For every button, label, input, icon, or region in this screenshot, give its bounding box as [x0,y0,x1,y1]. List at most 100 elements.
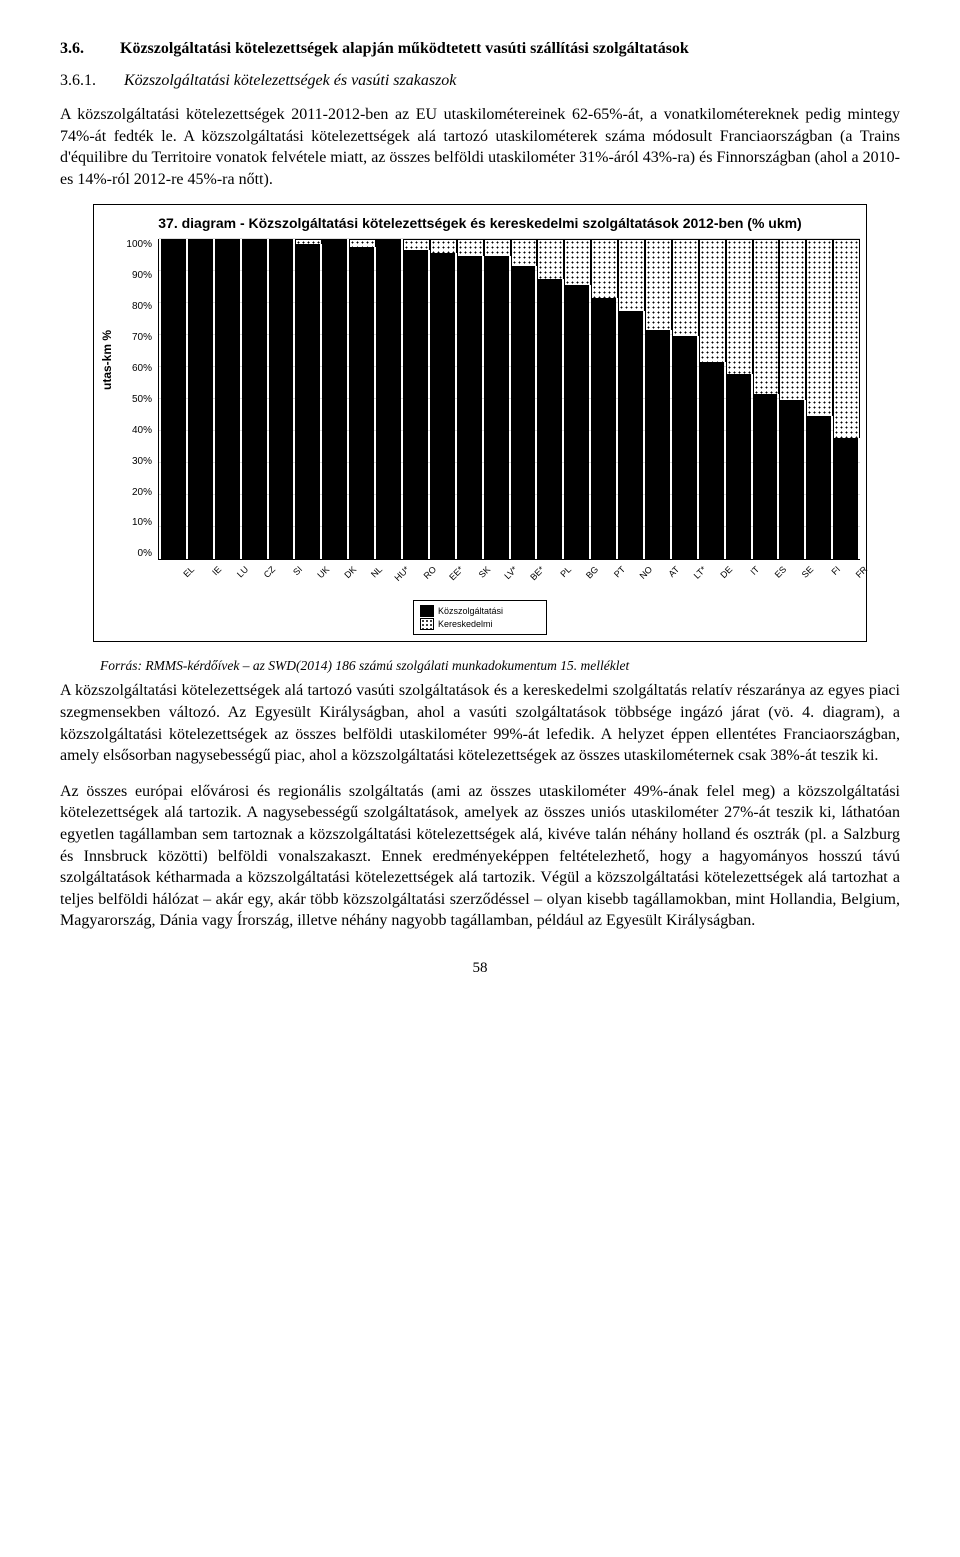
bar-segment-pso [161,239,186,559]
bar-segment-commercial [537,239,564,278]
bar-segment-pso [376,239,401,559]
bar-column [295,239,320,559]
subsection-number: 3.6.1. [60,72,120,90]
bar-segment-commercial [833,239,860,438]
bar-column [699,239,724,559]
y-tick: 90% [118,270,152,281]
bar-segment-pso [726,374,751,559]
y-tick: 70% [118,332,152,343]
bar-segment-commercial [618,239,645,310]
y-tick: 10% [118,517,152,528]
bar-column [564,239,589,559]
y-tick: 0% [118,548,152,559]
chart-source: Forrás: RMMS-kérdőívek – az SWD(2014) 18… [100,658,900,674]
bar-segment-pso [537,279,562,560]
bar-segment-pso [672,336,697,559]
subsection-title: Közszolgáltatási kötelezettségek és vasú… [124,72,456,89]
bar-column [322,239,347,559]
chart-y-axis-label: utas-km % [100,239,118,560]
bar-segment-pso [349,247,374,560]
bar-column [537,239,562,559]
bar-segment-commercial [430,239,457,253]
bar-segment-pso [806,416,831,560]
bar-segment-pso [753,394,778,560]
bar-column [484,239,509,559]
paragraph-1: A közszolgáltatási kötelezettségek 2011-… [60,104,900,190]
bar-column [188,239,213,559]
bar-segment-pso [295,244,320,560]
chart-legend: Közszolgáltatási Kereskedelmi [413,600,547,635]
bar-column [403,239,428,559]
bar-column [242,239,267,559]
chart-37: 37. diagram - Közszolgáltatási kötelezet… [93,204,867,642]
bar-segment-commercial [591,239,618,297]
section-number: 3.6. [60,40,120,58]
bar-segment-commercial [726,239,753,374]
y-tick: 100% [118,239,152,250]
bar-column [349,239,374,559]
bar-segment-pso [269,239,294,559]
chart-y-axis-ticks: 100% 90% 80% 70% 60% 50% 40% 30% 20% 10% 0% [118,239,158,559]
bar-segment-commercial [484,239,511,256]
bar-segment-pso [484,256,509,559]
page-number: 58 [60,960,900,977]
bar-segment-commercial [457,239,484,256]
bar-column [779,239,804,559]
legend-label-com: Kereskedelmi [438,619,493,629]
bar-segment-commercial [806,239,833,415]
bar-segment-pso [511,266,536,559]
chart-title: 37. diagram - Közszolgáltatási kötelezet… [100,215,860,231]
bar-column [645,239,670,559]
bar-segment-pso [403,250,428,559]
y-tick: 80% [118,301,152,312]
bar-segment-commercial [672,239,699,336]
bar-segment-commercial [349,239,376,246]
chart-body: utas-km % 100%90%80%70%60%50%40%30%20%10… [100,239,860,560]
bar-segment-commercial [753,239,780,393]
bar-segment-commercial [403,239,430,250]
x-tick-label: FR [840,560,882,602]
bar-column [672,239,697,559]
bar-column [215,239,240,559]
legend-row-pso: Közszolgáltatási [420,605,540,617]
bar-segment-pso [833,438,858,559]
bar-segment-pso [242,239,267,559]
bar-column [833,239,858,559]
y-tick: 60% [118,363,152,374]
chart-x-axis-labels: ELIELUCZSIUKDKNLHU*ROEE*SKLV*BE*PLBGPTNO… [158,560,860,594]
bar-segment-pso [618,311,643,560]
bar-segment-commercial [564,239,591,285]
bar-column [457,239,482,559]
bar-segment-pso [188,239,213,559]
legend-row-com: Kereskedelmi [420,618,540,630]
bar-segment-commercial [779,239,806,400]
bar-segment-commercial [511,239,538,266]
paragraph-3: Az összes európai elővárosi és regionáli… [60,781,900,932]
bar-segment-pso [779,400,804,560]
bar-segment-pso [430,253,455,559]
y-tick: 40% [118,425,152,436]
legend-label-pso: Közszolgáltatási [438,606,503,616]
chart-plot-area [158,239,860,560]
y-tick: 20% [118,487,152,498]
paragraph-2: A közszolgáltatási kötelezettségek alá t… [60,680,900,766]
bar-column [726,239,751,559]
section-heading: 3.6. Közszolgáltatási kötelezettségek al… [60,40,900,58]
bar-segment-pso [215,239,240,559]
bar-column [161,239,186,559]
section-title: Közszolgáltatási kötelezettségek alapján… [120,40,689,58]
subsection-heading: 3.6.1. Közszolgáltatási kötelezettségek … [60,72,900,90]
bar-segment-pso [564,285,589,559]
bar-column [753,239,778,559]
legend-swatch-com [420,618,434,630]
bar-segment-pso [699,362,724,560]
bar-column [618,239,643,559]
y-tick: 30% [118,456,152,467]
bar-segment-pso [457,256,482,559]
bar-segment-commercial [699,239,726,361]
y-tick: 50% [118,394,152,405]
bar-column [430,239,455,559]
legend-swatch-pso [420,605,434,617]
bar-column [269,239,294,559]
bar-segment-pso [591,298,616,560]
